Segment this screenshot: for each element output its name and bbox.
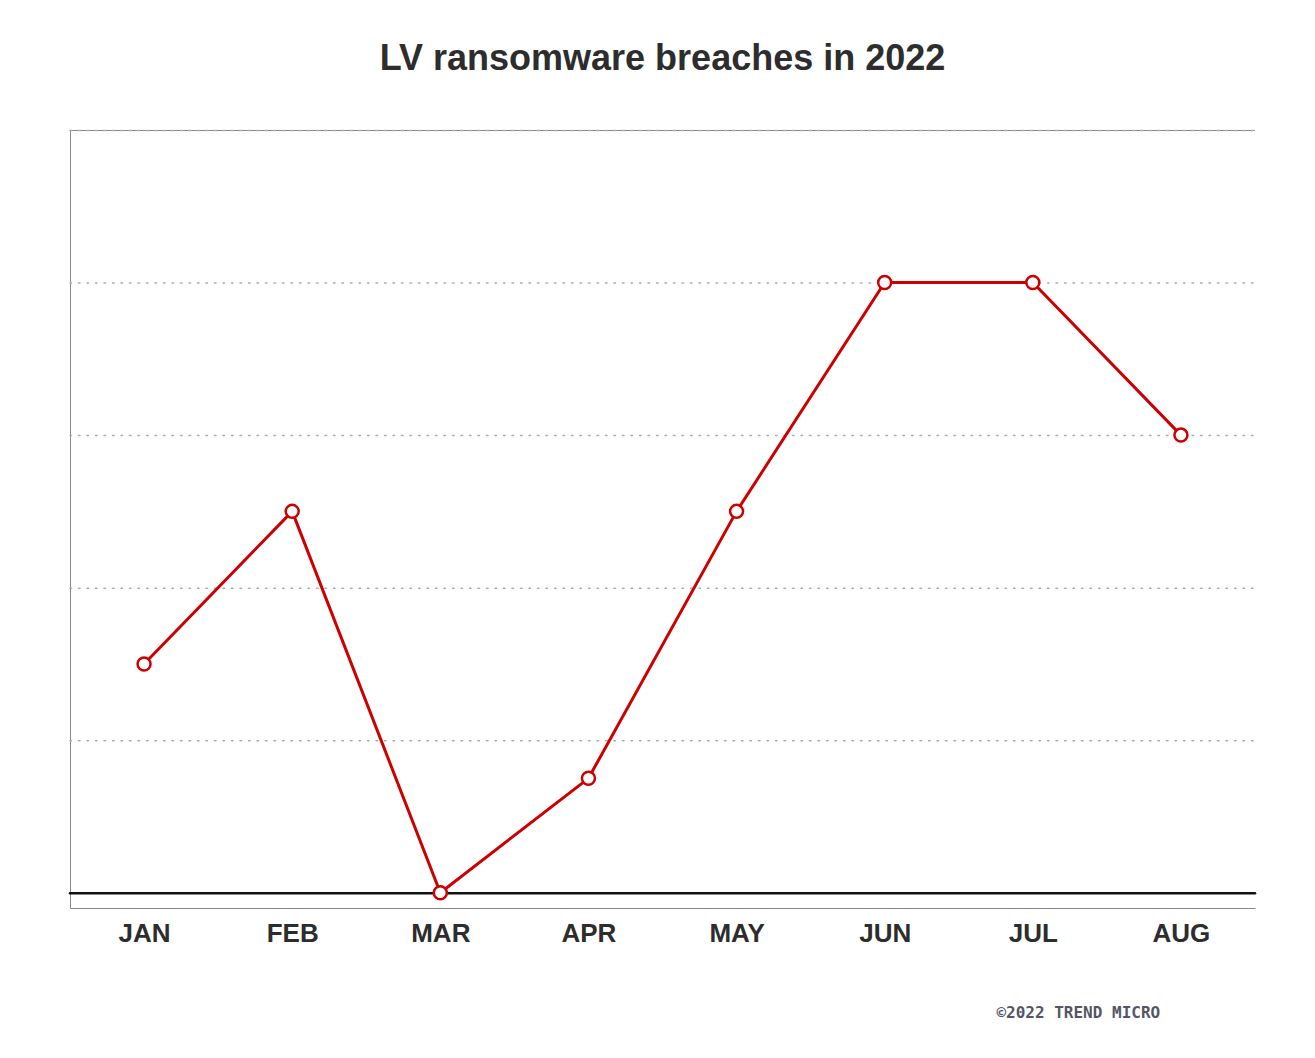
marker [730, 505, 743, 518]
plot-area: JAN FEB MAR APR MAY JUN JUL AUG [70, 131, 1256, 949]
x-tick: MAR [411, 918, 470, 948]
y-tick [70, 435, 1255, 436]
x-tick: JUN [859, 918, 911, 948]
grid-line [70, 435, 1255, 437]
chart: JAN FEB MAR APR MAY JUN JUL AUG LV ransomware br… [0, 0, 1315, 1058]
y-axis-line [71, 131, 1256, 909]
x-tick: AUG [1153, 918, 1211, 948]
grid-line [70, 740, 1255, 742]
y-tick [70, 893, 1255, 894]
x-tick-label: MAY [709, 918, 764, 948]
marker [878, 276, 891, 289]
grid-line [70, 587, 1255, 589]
grid-line [70, 282, 1255, 284]
x-tick-label: MAR [411, 918, 470, 948]
x-tick-label: AUG [1153, 918, 1211, 948]
baseline [70, 892, 1255, 895]
y-axis [70, 131, 1255, 909]
marker [138, 657, 151, 670]
marker [1026, 276, 1039, 289]
x-tick-label: JAN [119, 918, 171, 948]
y-tick [70, 740, 1255, 741]
x-axis-line [71, 908, 1256, 909]
x-tick: JAN [119, 918, 171, 948]
watermark: ©2022 TREND MICRO [996, 1003, 1160, 1022]
y-tick [70, 283, 1255, 284]
y-tick [70, 588, 1255, 589]
x-tick-label: FEB [267, 918, 319, 948]
grid-line [70, 130, 1255, 132]
x-axis: JAN FEB MAR APR MAY JUN JUL AUG [71, 909, 1256, 949]
marker [1174, 429, 1187, 442]
marks [138, 276, 1188, 899]
x-tick-label: JUN [859, 918, 911, 948]
x-tick: APR [561, 918, 616, 948]
marker [286, 505, 299, 518]
x-tick: MAY [709, 918, 764, 948]
x-tick: JUL [1009, 918, 1058, 948]
marker [582, 772, 595, 785]
y-tick [70, 130, 1255, 131]
x-tick: FEB [267, 918, 319, 948]
title: LV ransomware breaches in 2022 [380, 37, 946, 78]
line [144, 283, 1181, 893]
marker [434, 886, 447, 899]
x-tick-label: APR [561, 918, 616, 948]
x-tick-label: JUL [1009, 918, 1058, 948]
